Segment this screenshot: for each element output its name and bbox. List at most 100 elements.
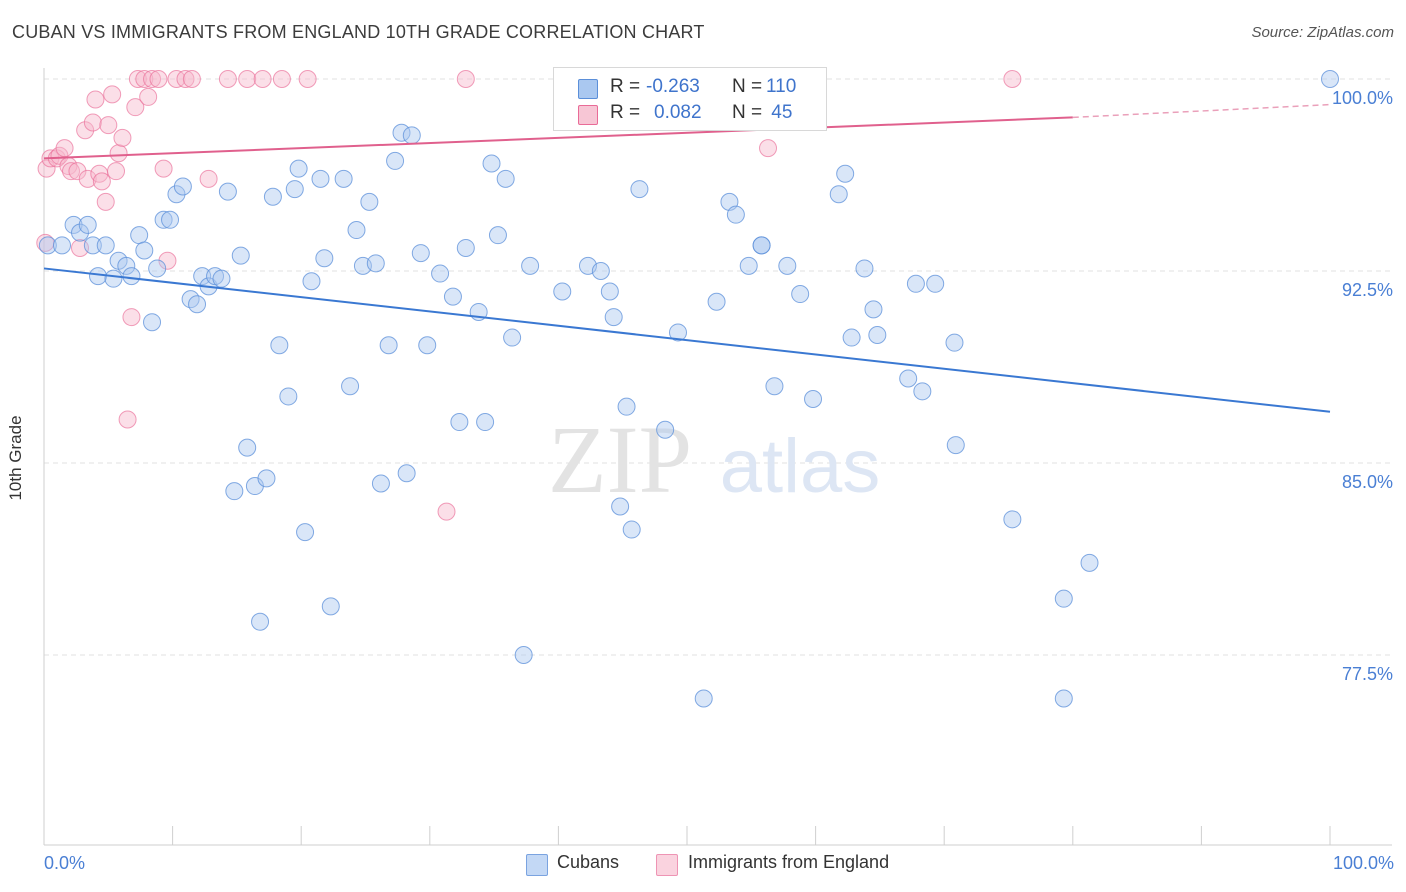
data-point-england (99, 116, 118, 135)
data-point-cubans (296, 523, 315, 542)
data-point-cubans (431, 264, 450, 283)
data-point-england (149, 70, 168, 88)
data-point-cubans (496, 169, 515, 188)
stats-legend: R = -0.263 N = 110 R = 0.082 N = 45 (553, 67, 827, 131)
x-tick-label-min: 0.0% (44, 853, 86, 873)
data-point-cubans (311, 169, 330, 188)
data-point-cubans (1054, 589, 1073, 608)
data-point-cubans (402, 126, 421, 145)
data-point-cubans (397, 464, 416, 483)
data-point-cubans (694, 689, 713, 708)
data-point-cubans (418, 336, 437, 355)
legend-r-label: R = (610, 76, 641, 97)
data-point-cubans (279, 387, 298, 406)
data-point-cubans (251, 612, 270, 631)
data-point-cubans (366, 254, 385, 273)
data-point-cubans (411, 244, 430, 263)
data-point-england (218, 70, 237, 88)
data-point-england (272, 70, 291, 88)
data-point-england (298, 70, 317, 88)
data-point-cubans (553, 282, 572, 301)
watermark-zip: ZIP (548, 406, 692, 513)
legend-swatch-cubans (578, 79, 598, 99)
data-point-england (126, 98, 145, 117)
source-label: Source: ZipAtlas.com (1251, 24, 1394, 41)
data-point-cubans (482, 154, 501, 173)
data-point-cubans (379, 336, 398, 355)
data-point-england (238, 70, 257, 88)
data-point-cubans (778, 256, 797, 275)
data-point-cubans (521, 256, 540, 275)
legend-n-label: N = (732, 76, 763, 97)
legend-row-england: R = 0.082 N = 45 (554, 102, 826, 126)
data-point-cubans (321, 597, 340, 616)
data-point-cubans (622, 520, 641, 539)
trend-line-england-extension (1072, 103, 1331, 119)
y-tick-label: 92.5% (1342, 280, 1393, 300)
data-point-cubans (804, 390, 823, 408)
data-point-cubans (726, 205, 745, 224)
gridlines (44, 78, 1392, 656)
data-point-cubans (96, 236, 115, 255)
legend-swatch-cubans (526, 854, 548, 876)
data-point-cubans (117, 256, 136, 275)
data-point-cubans (503, 328, 522, 347)
data-point-cubans (78, 215, 97, 234)
legend-n-value: 45 (766, 102, 793, 123)
data-point-cubans (456, 238, 475, 257)
data-point-cubans (1054, 689, 1073, 708)
data-point-england (167, 70, 186, 88)
data-point-cubans (611, 497, 630, 516)
data-point-england (107, 162, 126, 181)
data-point-cubans (1080, 553, 1099, 572)
data-point-england (176, 70, 195, 88)
data-point-cubans (514, 646, 533, 664)
data-point-cubans (476, 413, 495, 432)
data-point-england (437, 502, 456, 521)
data-point-cubans (617, 397, 636, 416)
data-point-cubans (188, 295, 207, 314)
data-point-cubans (371, 474, 390, 493)
data-point-cubans (836, 164, 855, 183)
data-point-cubans (842, 328, 861, 347)
data-point-cubans (392, 123, 411, 142)
data-point-cubans (946, 436, 965, 455)
data-point-cubans (630, 180, 649, 199)
data-point-cubans (167, 185, 186, 204)
data-point-cubans (1003, 510, 1022, 529)
data-point-cubans (868, 326, 887, 344)
data-point-cubans (53, 236, 72, 255)
data-point-england (92, 172, 111, 191)
data-point-cubans (289, 159, 308, 178)
data-point-cubans (83, 236, 102, 255)
data-point-cubans (791, 285, 810, 304)
data-point-cubans (488, 226, 507, 245)
data-point-england (109, 144, 128, 163)
data-point-cubans (1321, 70, 1339, 88)
data-point-england (182, 70, 201, 88)
data-point-cubans (386, 151, 405, 170)
watermark-atlas: atlas (720, 424, 881, 509)
watermark: ZIP atlas (548, 406, 880, 513)
data-point-cubans (71, 223, 90, 242)
data-point-england (1003, 70, 1022, 88)
data-point-england (103, 85, 122, 104)
y-tick-label: 100.0% (1332, 88, 1393, 108)
data-point-cubans (443, 287, 462, 306)
legend-swatch-england (578, 105, 598, 125)
data-point-england (143, 70, 162, 88)
data-point-england (83, 113, 102, 132)
data-point-england (68, 162, 87, 181)
legend-r-label: R = (610, 102, 641, 123)
trend-line-cubans (43, 267, 1331, 413)
data-point-cubans (218, 182, 237, 201)
data-point-cubans (270, 336, 289, 355)
data-point-cubans (591, 262, 610, 280)
data-point-cubans (341, 377, 360, 396)
data-point-cubans (668, 323, 687, 342)
legend-label-cubans: Cubans (557, 852, 620, 872)
data-point-cubans (154, 210, 173, 229)
data-point-cubans (225, 482, 244, 501)
data-point-england (128, 70, 147, 88)
data-point-england (96, 192, 115, 211)
